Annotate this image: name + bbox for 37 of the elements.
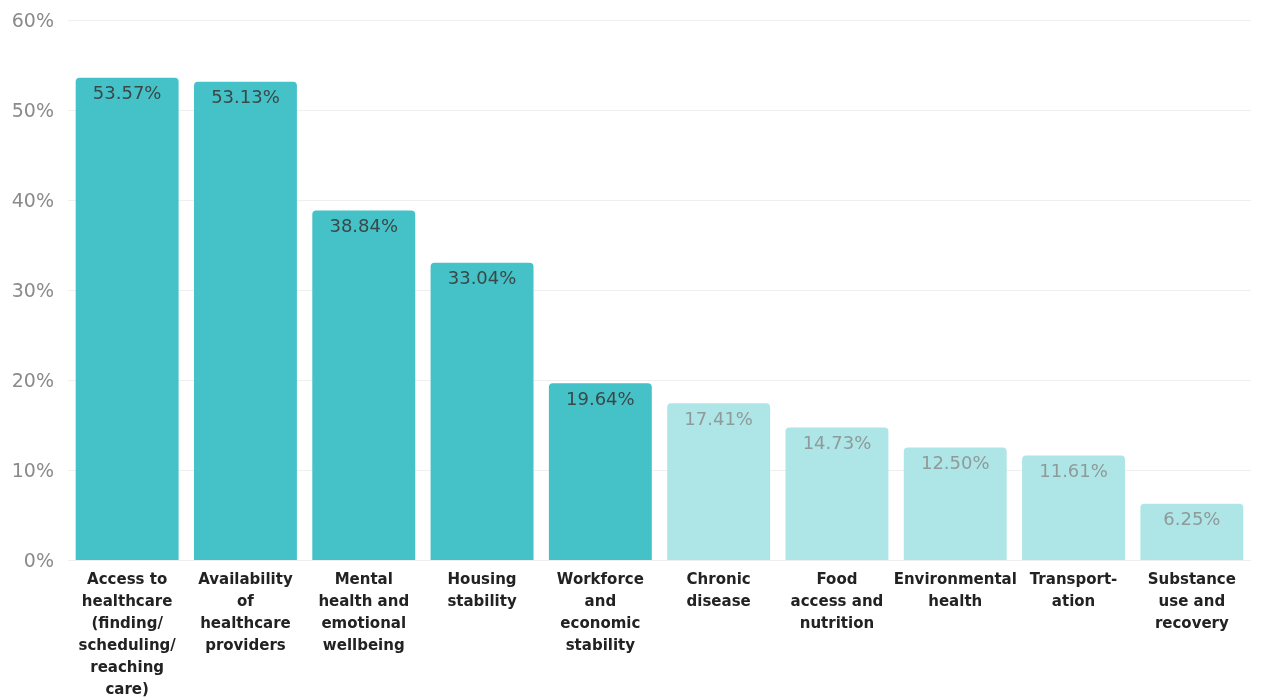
data-label: 12.50% bbox=[920, 452, 990, 473]
y-tick-label: 10% bbox=[11, 459, 54, 481]
data-label: 33.04% bbox=[447, 267, 517, 289]
data-label: 38.84% bbox=[329, 214, 399, 236]
bar bbox=[193, 81, 297, 560]
x-tick-label: Environmental health bbox=[893, 570, 1017, 610]
bar bbox=[1022, 455, 1126, 560]
x-tick-label: Access to healthcare (finding/ scheduling/ reaching care) bbox=[78, 570, 177, 698]
data-label: 19.64% bbox=[566, 387, 635, 409]
data-label: 53.13% bbox=[211, 86, 280, 108]
x-tick-label: Chronic disease bbox=[686, 570, 751, 610]
y-tick-label: 40% bbox=[11, 189, 54, 211]
bar bbox=[312, 210, 416, 560]
x-tick-label: Substance use and recovery bbox=[1147, 570, 1236, 632]
bar bbox=[903, 447, 1007, 560]
bar bbox=[548, 383, 652, 560]
x-tick-label: Mental health and emotional wellbeing bbox=[318, 570, 410, 654]
data-label: 11.61% bbox=[1039, 460, 1108, 482]
x-tick-label: Availability of healthcare providers bbox=[198, 570, 293, 654]
bar bbox=[430, 262, 534, 560]
x-tick-label: Transport- ation bbox=[1029, 570, 1118, 610]
data-label: 6.25% bbox=[1163, 508, 1221, 530]
x-tick-label: Housing stability bbox=[447, 570, 517, 610]
x-tick-label: Food access and nutrition bbox=[790, 570, 884, 632]
bar bbox=[1140, 503, 1244, 560]
y-tick-label: 20% bbox=[11, 369, 54, 391]
y-tick-label: 30% bbox=[11, 279, 54, 301]
data-label: 17.41% bbox=[684, 407, 753, 429]
bar bbox=[75, 77, 179, 560]
bar bbox=[667, 403, 771, 560]
x-tick-label: Workforce and economic stability bbox=[556, 570, 644, 654]
data-label: 14.73% bbox=[802, 431, 872, 453]
y-tick-label: 50% bbox=[11, 99, 54, 121]
y-tick-label: 60% bbox=[11, 9, 54, 31]
bar bbox=[785, 427, 889, 560]
y-tick-label: 0% bbox=[23, 549, 54, 571]
data-label: 53.57% bbox=[92, 82, 162, 104]
